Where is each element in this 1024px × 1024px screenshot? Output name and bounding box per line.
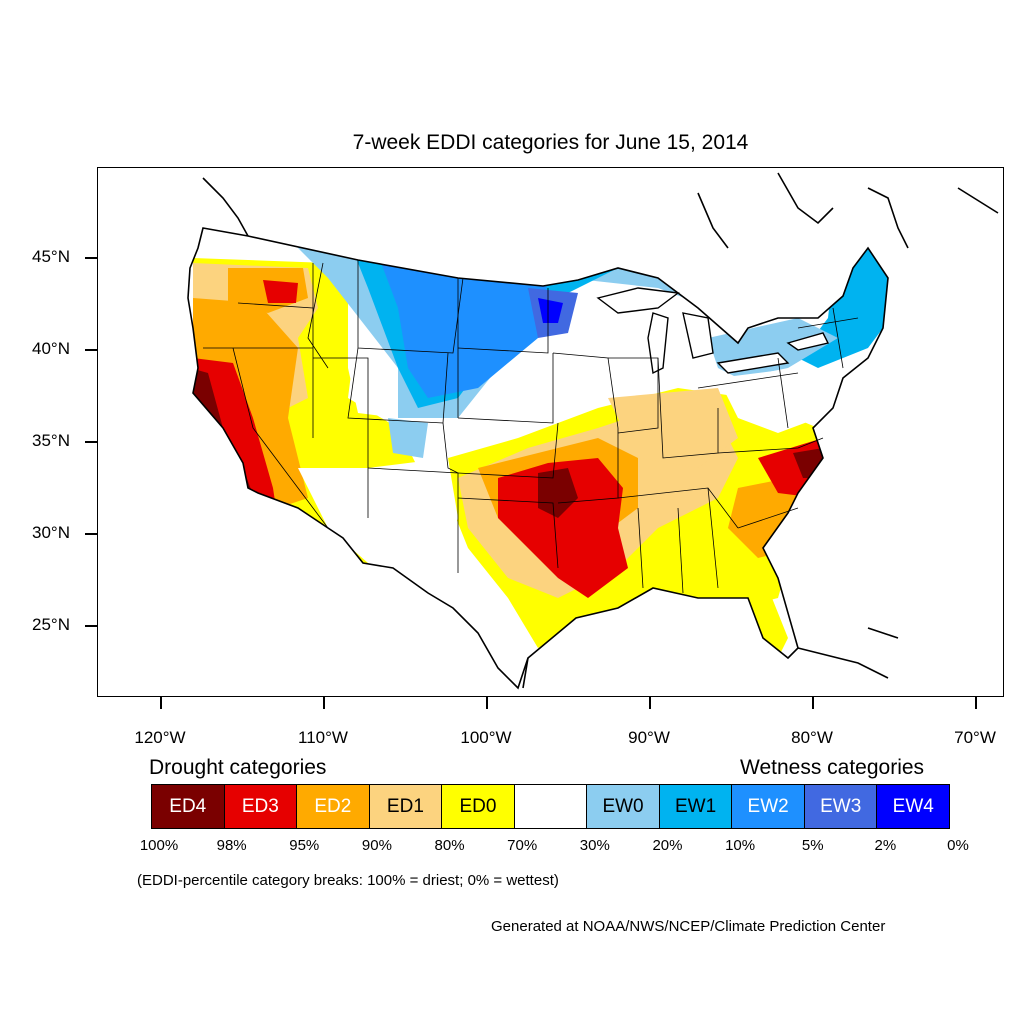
legend-swatch-neutral [514, 785, 588, 828]
lat-label: 45°N [32, 247, 70, 266]
map-panel [97, 167, 1004, 697]
lon-label: 90°W [628, 728, 670, 747]
break-label: 100% [139, 837, 179, 854]
legend-swatch-ew4: EW4 [877, 785, 950, 828]
region-ed3-plains [498, 458, 628, 598]
lon-tick [975, 697, 977, 709]
break-label: 90% [361, 837, 392, 854]
legend-swatch-ed3: ED3 [224, 785, 298, 828]
lat-label: 40°N [32, 339, 70, 358]
lon-label: 100°W [460, 728, 512, 747]
lon-tick [160, 697, 162, 709]
region-ew0-idaho [388, 418, 428, 458]
lon-tick [486, 697, 488, 709]
lat-label: 35°N [32, 431, 70, 450]
lon-label: 70°W [954, 728, 996, 747]
wetness-categories-heading: Wetness categories [740, 756, 925, 779]
legend-swatch-ew0: EW0 [587, 785, 660, 828]
region-ed2-west [193, 298, 308, 508]
eddi-map [187, 172, 999, 690]
region-ed4-oklahoma [538, 468, 578, 518]
legend-swatch-ew2: EW2 [732, 785, 805, 828]
region-ed3-oregon [263, 280, 298, 303]
legend-swatch-ew3: EW3 [804, 785, 878, 828]
break-label: 70% [507, 837, 538, 854]
lat-label: 30°N [32, 523, 70, 542]
break-label: 0% [947, 837, 969, 854]
legend-swatch-ed4: ED4 [152, 785, 225, 828]
region-ew4-montana [408, 208, 438, 228]
region-ed1-ohio [608, 388, 738, 468]
lon-tick [812, 697, 814, 709]
break-label: 30% [579, 837, 610, 854]
legend-swatch-ed2: ED2 [297, 785, 370, 828]
breaks-note: (EDDI-percentile category breaks: 100% =… [137, 872, 559, 889]
drought-categories-heading: Drought categories [149, 756, 327, 779]
region-neutral-texas-west [368, 458, 458, 568]
break-label: 80% [434, 837, 465, 854]
region-neutral-midatlantic [718, 368, 818, 433]
legend-swatch-ew1: EW1 [659, 785, 733, 828]
map-title: 7-week EDDI categories for June 15, 2014 [352, 131, 749, 154]
lat-label: 25°N [32, 615, 70, 634]
region-ew4-mn [538, 298, 563, 323]
legend-swatch-ed0: ED0 [442, 785, 515, 828]
break-label: 95% [289, 837, 320, 854]
lat-tick [85, 625, 97, 627]
break-label: 10% [725, 837, 756, 854]
category-legend: ED4 ED3 ED2 ED1 ED0 EW0 EW1 EW2 EW3 EW4 [151, 784, 950, 829]
canada-coast [202, 172, 999, 249]
credit-line: Generated at NOAA/NWS/NCEP/Climate Predi… [491, 918, 886, 935]
break-label: 5% [801, 837, 824, 854]
lon-tick [323, 697, 325, 709]
state-borders [203, 260, 859, 594]
lon-tick [649, 697, 651, 709]
lat-tick [85, 441, 97, 443]
legend-swatch-ed1: ED1 [369, 785, 443, 828]
lat-tick [85, 349, 97, 351]
break-label: 2% [874, 837, 897, 854]
lon-label: 120°W [134, 728, 186, 747]
lat-tick [85, 533, 97, 535]
lat-tick [85, 257, 97, 259]
break-label: 20% [652, 837, 683, 854]
lon-label: 80°W [791, 728, 833, 747]
lon-label: 110°W [298, 728, 348, 747]
coastline [187, 227, 889, 690]
break-label: 98% [216, 837, 247, 854]
mexico-coast [522, 627, 899, 689]
